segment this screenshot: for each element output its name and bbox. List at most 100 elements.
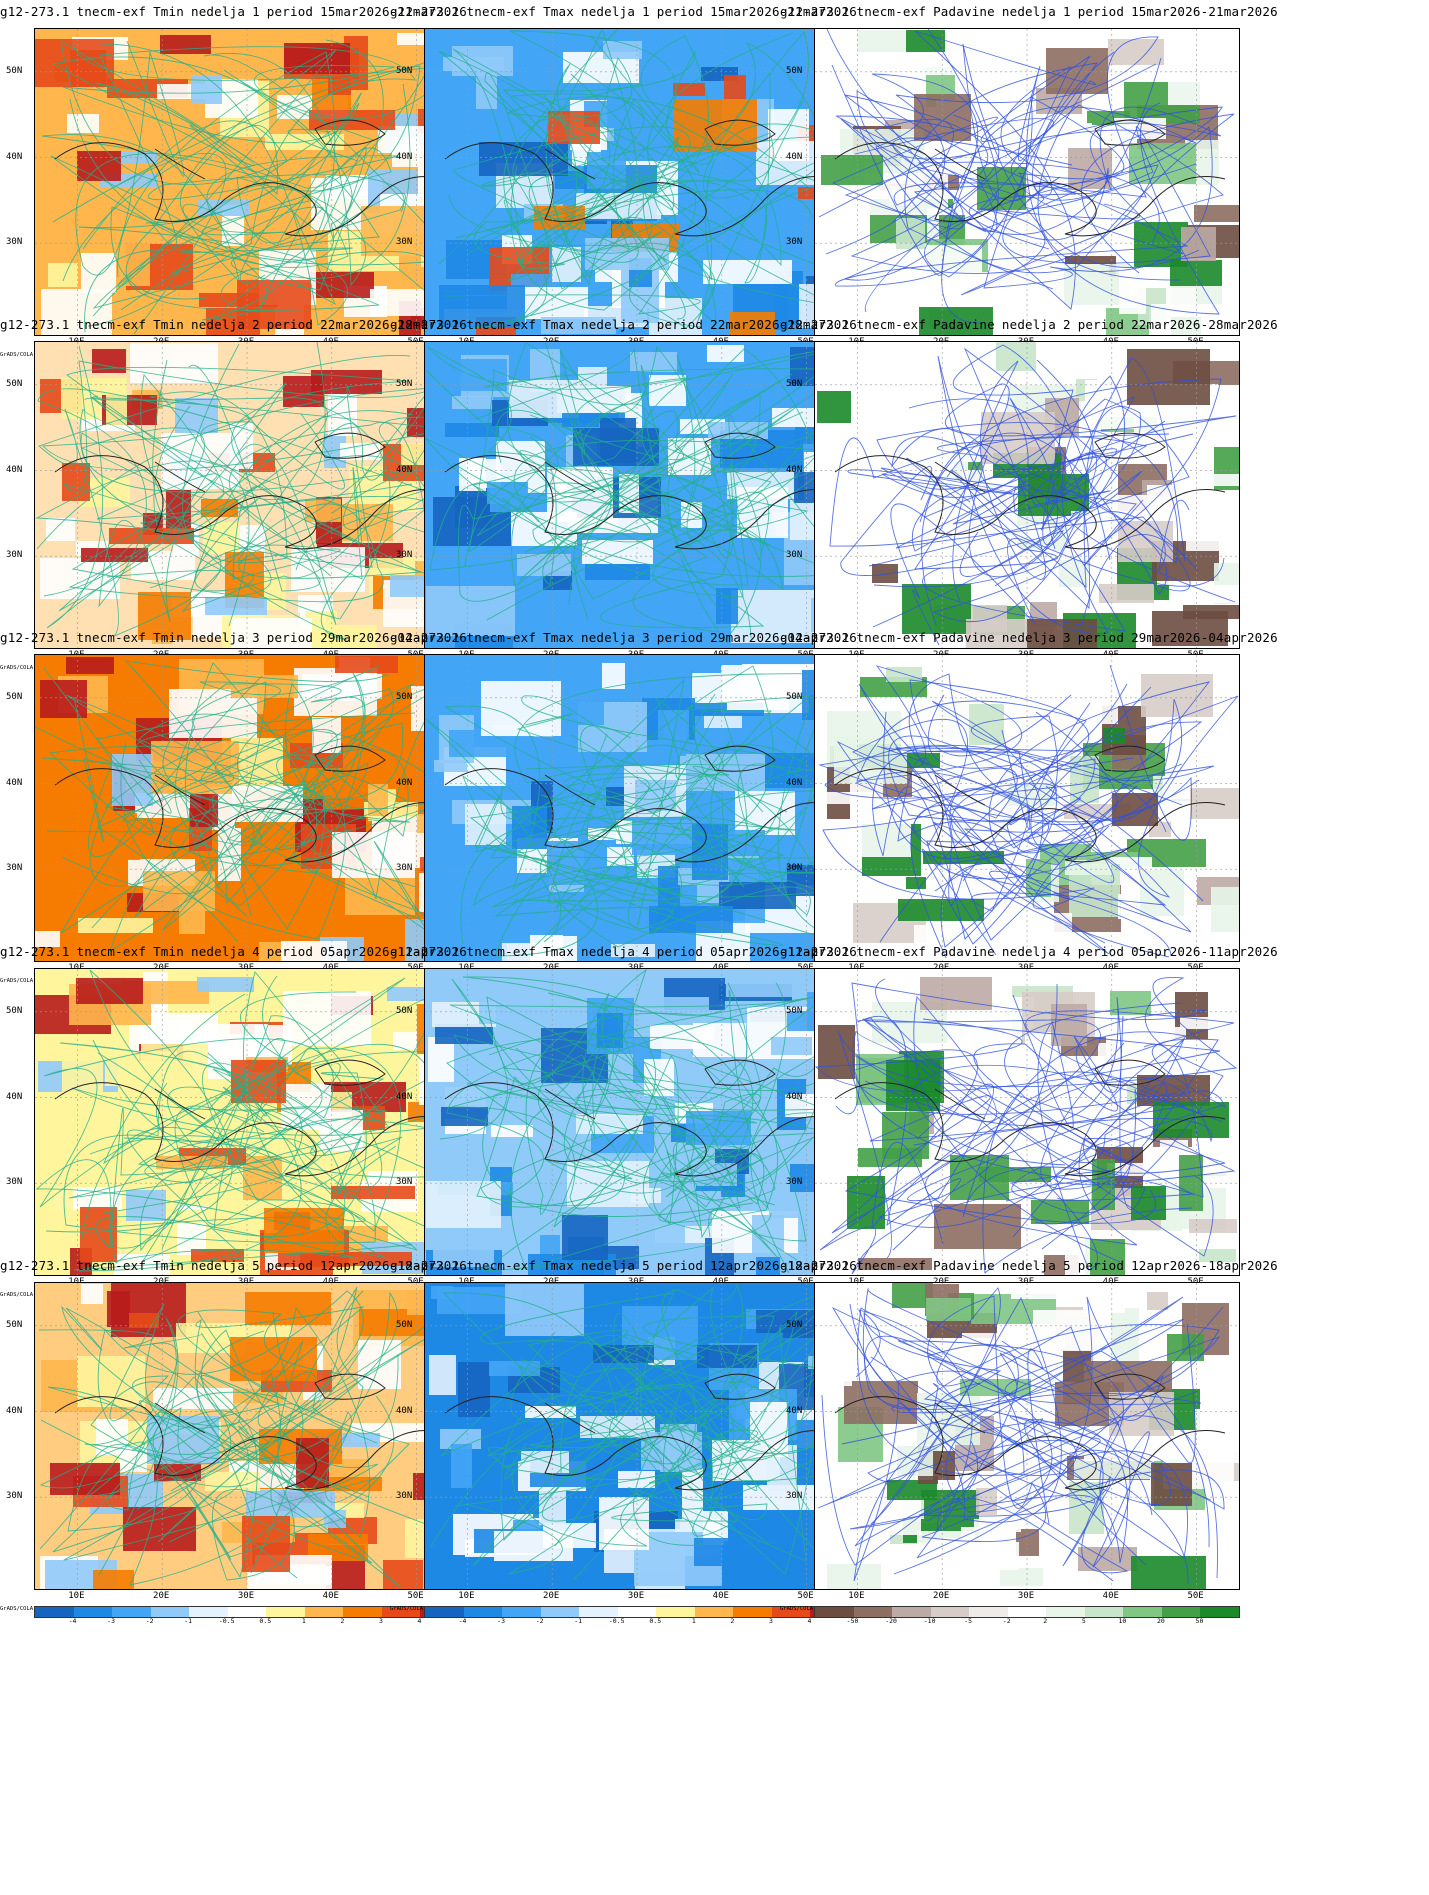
colorbar-swatch	[227, 1607, 267, 1617]
lon-label: 30E	[1017, 1591, 1035, 1601]
lat-label: 50N	[396, 1005, 413, 1016]
panel-title: g12-273.1 tnecm-exf Tmax nedelja 5 period 12ap…	[390, 1258, 860, 1273]
title-period: 05apr2026-11apr2026	[320, 944, 467, 959]
title-period: 15mar2026-21mar2026	[1131, 4, 1278, 19]
lon-label: 10E	[458, 1591, 475, 1601]
lat-label: 40N	[396, 777, 413, 788]
title-period: 15mar2026-21mar2026	[320, 4, 467, 19]
title-variable: Padavine	[933, 317, 995, 332]
title-nedelja: nedelja	[580, 1258, 636, 1273]
lat-label: 50N	[786, 691, 803, 702]
lat-label: 50N	[6, 691, 23, 702]
lat-label: 30N	[6, 237, 23, 248]
colorbar-swatch	[266, 1607, 305, 1617]
title-period-word: period	[656, 4, 704, 19]
colorbar-swatch	[853, 1607, 893, 1617]
title-model: tnecm-exf	[76, 1258, 147, 1273]
lat-label: 40N	[396, 151, 413, 162]
map-panel: g12-273.1 tnecm-exf Tmax nedelja 3 period 29ma…	[390, 626, 857, 997]
title-variable: Padavine	[933, 944, 995, 959]
title-prefix: g12-273.1	[390, 1258, 460, 1273]
title-variable: Tmax	[543, 944, 574, 959]
lat-label: 50N	[396, 691, 413, 702]
grads-label: GrADS/COLA	[0, 978, 34, 984]
colorbar-label: 3	[768, 1617, 773, 1625]
colorbar-label: 10	[1118, 1617, 1127, 1625]
colorbar-label: 1	[301, 1617, 306, 1625]
lat-label: 50N	[786, 378, 803, 389]
colorbar-label: -10	[923, 1617, 936, 1625]
lat-label: 30N	[786, 550, 803, 561]
lon-label: 10E	[68, 1591, 85, 1601]
map-panel: g12-273.1 tnecm-exf Tmax nedelja 5 period 12ap…	[390, 1254, 857, 1625]
lat-label: 50N	[6, 1319, 23, 1330]
colorbar-label: 2	[1043, 1617, 1048, 1625]
title-period-word: period	[1077, 630, 1125, 645]
lat-label: 40N	[6, 151, 23, 162]
title-period-word: period	[656, 1258, 704, 1273]
lat-label: 40N	[786, 777, 803, 788]
title-week: 4	[642, 944, 650, 959]
title-period: 22mar2026-28mar2026	[320, 317, 467, 332]
colorbar-swatch	[694, 1607, 734, 1617]
title-week: 2	[1062, 317, 1071, 332]
lon-label: 40E	[322, 1591, 339, 1601]
grads-label: GrADS/COLA	[0, 1292, 34, 1298]
lat-label: 40N	[6, 1405, 23, 1416]
colorbar-swatch	[892, 1607, 931, 1617]
colorbar-label: -4	[68, 1617, 77, 1625]
title-nedelja: nedelja	[1001, 944, 1056, 959]
colorbar-swatch	[463, 1607, 503, 1617]
colorbar-swatch	[304, 1607, 344, 1617]
panel-title: g12-273.1 tnecm-exf Padavine nedelja 2 period…	[780, 317, 1278, 332]
title-model: tnecm-exf	[466, 944, 537, 959]
lon-label: 20E	[543, 1591, 560, 1601]
map-area	[34, 341, 460, 649]
lat-label: 50N	[786, 65, 803, 76]
title-period-word: period	[656, 317, 704, 332]
colorbar-label: -2	[535, 1617, 544, 1625]
colorbar-label: 2	[340, 1617, 345, 1625]
colorbar-label: -0.5	[608, 1617, 625, 1625]
colorbar-label: -4	[458, 1617, 467, 1625]
title-prefix: g12-273.1	[780, 944, 850, 959]
colorbar-label: -2	[1002, 1617, 1011, 1625]
lat-label: 50N	[6, 378, 23, 389]
title-prefix: g12-273.1	[390, 4, 460, 19]
colorbar-swatch	[1200, 1607, 1240, 1617]
title-prefix: g12-273.1	[780, 630, 850, 645]
title-period: 05apr2026-11apr2026	[710, 944, 857, 959]
title-period: 12apr2026-18apr2026	[710, 1258, 857, 1273]
lat-label: 50N	[6, 1005, 23, 1016]
title-prefix: g12-273.1	[780, 1258, 850, 1273]
panel-title: g12-273.1 tnecm-exf Tmin nedelja 5 period 12ap…	[0, 1258, 470, 1273]
lat-label: 50N	[396, 65, 413, 76]
colorbar-label: -1	[574, 1617, 583, 1625]
colorbar-swatch	[35, 1607, 74, 1617]
title-nedelja: nedelja	[190, 1258, 246, 1273]
map-panel: g12-273.1 tnecm-exf Padavine nedelja 2 period…	[780, 313, 1278, 684]
colorbar-label: 4	[807, 1617, 812, 1625]
title-nedelja: nedelja	[580, 317, 636, 332]
title-week: 2	[642, 317, 650, 332]
colorbar-swatch	[425, 1607, 464, 1617]
colorbar-label: -5	[964, 1617, 973, 1625]
title-week: 3	[642, 630, 650, 645]
lat-label: 40N	[396, 464, 413, 475]
title-nedelja: nedelja	[190, 944, 246, 959]
lat-label: 40N	[6, 464, 23, 475]
colorbar-label: -3	[107, 1617, 115, 1625]
colorbar-label: 0.5	[649, 1617, 662, 1625]
colorbar-label: -0.5	[218, 1617, 235, 1625]
panel-title: g12-273.1 tnecm-exf Tmin nedelja 2 period 22ma…	[0, 317, 470, 332]
title-nedelja: nedelja	[190, 630, 246, 645]
lat-label: 30N	[786, 237, 803, 248]
lat-label: 30N	[6, 550, 23, 561]
colorbar-label: 2	[730, 1617, 735, 1625]
title-variable: Tmin	[153, 1258, 184, 1273]
lon-label: 50E	[1187, 1591, 1204, 1601]
lon-label: 10E	[848, 1591, 865, 1601]
title-variable: Tmax	[543, 4, 574, 19]
map-area	[424, 341, 850, 649]
grads-label: GrADS/COLA	[780, 1606, 814, 1612]
